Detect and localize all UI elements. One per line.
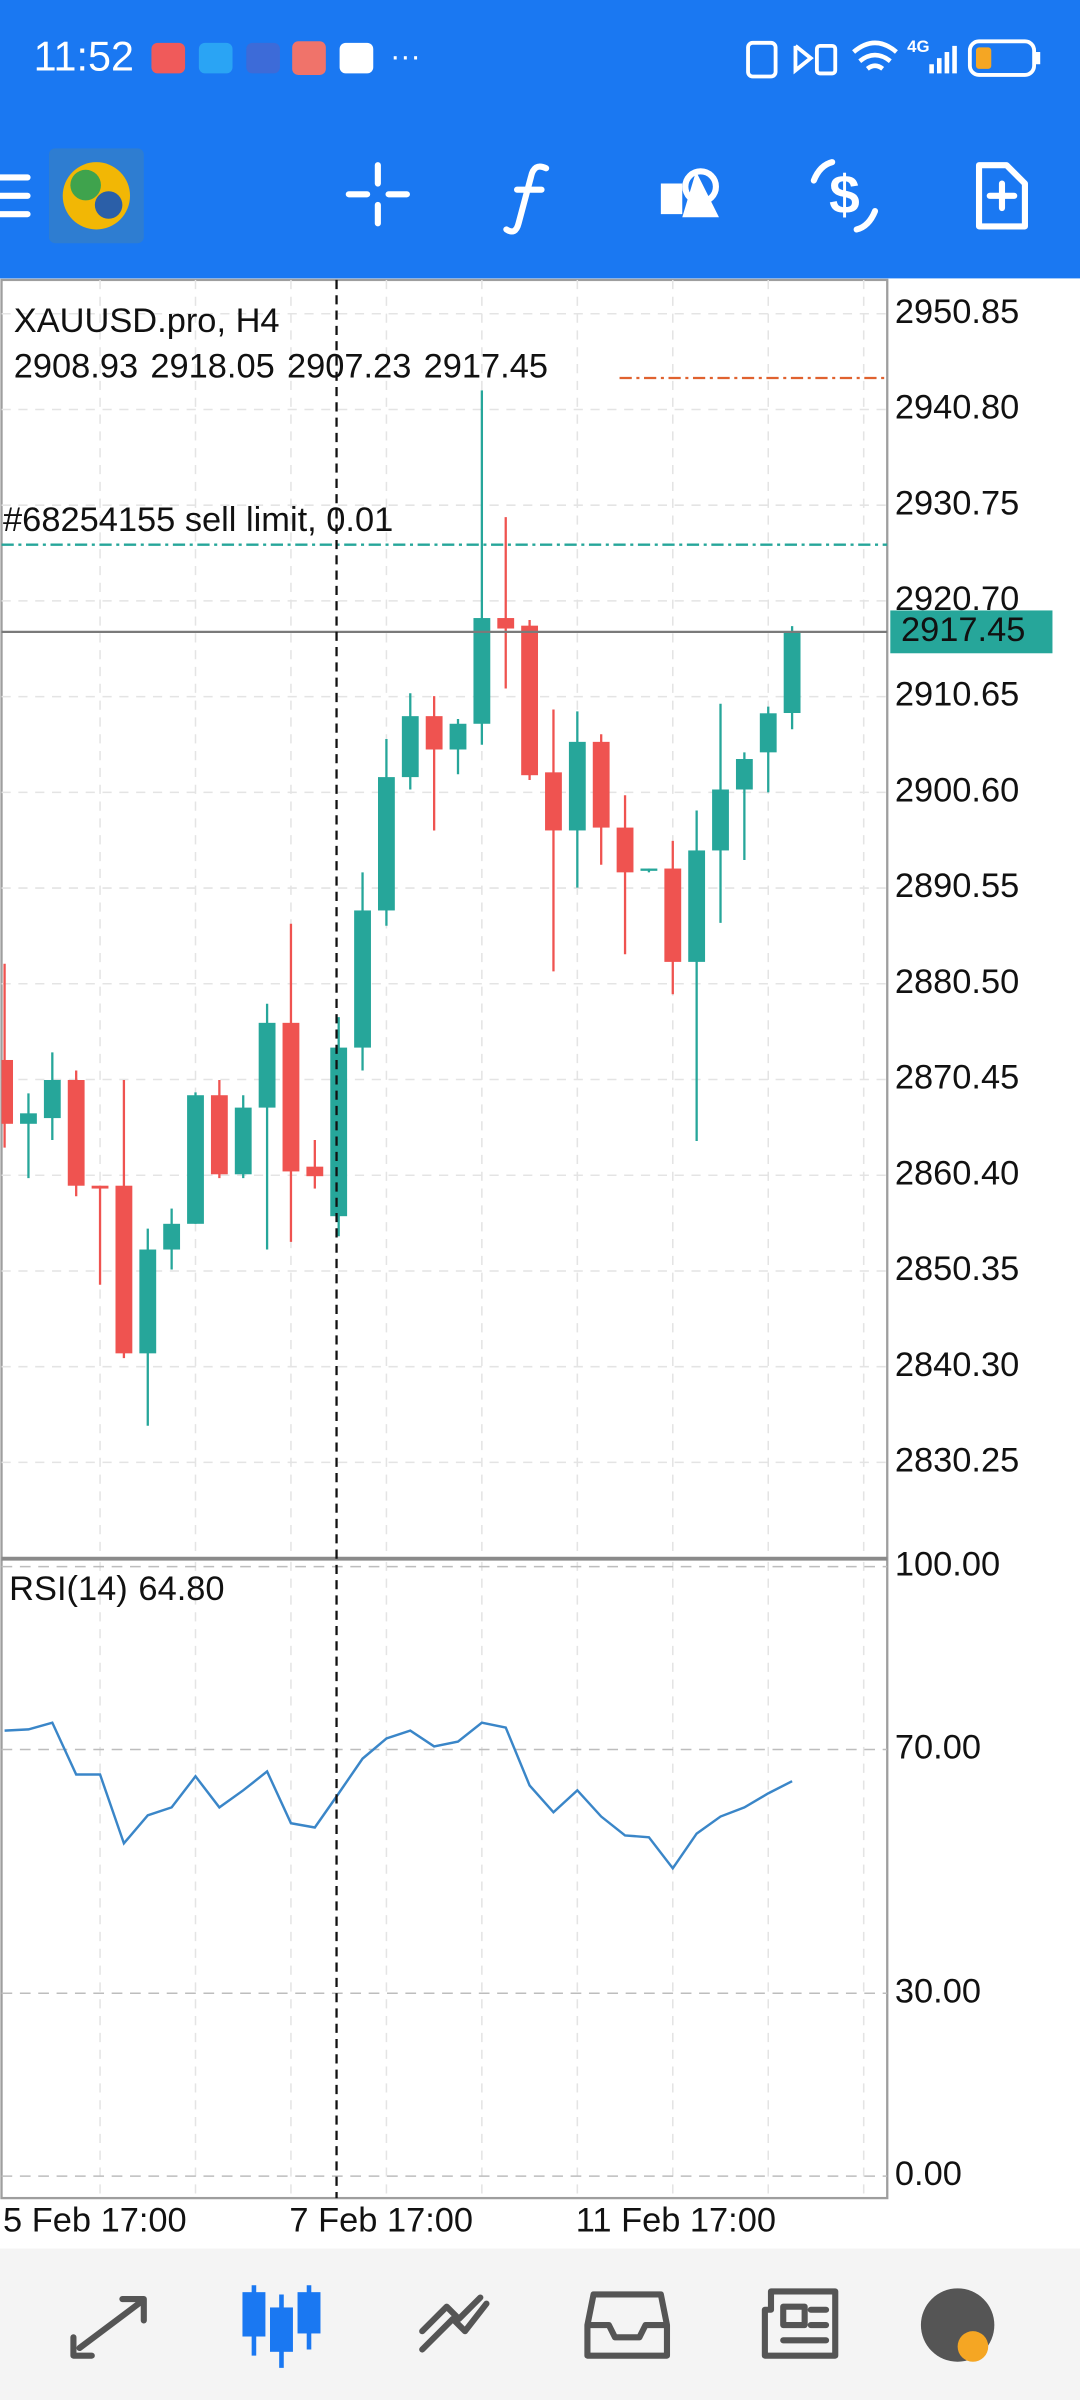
nav-trade[interactable] <box>419 2294 490 2353</box>
y-tick-label: 2910.65 <box>895 676 1019 714</box>
candle-body <box>330 1047 348 1217</box>
nav-chart[interactable] <box>242 2285 321 2368</box>
chart-frame <box>0 278 889 2200</box>
candle-body <box>592 741 610 828</box>
ohlc-close: 2917.45 <box>424 348 548 386</box>
y-tick-label: 2870.45 <box>895 1059 1019 1097</box>
system-icons: 4G <box>746 37 1041 79</box>
y-tick-label: 0.00 <box>895 2155 962 2193</box>
nav-history[interactable] <box>584 2291 671 2359</box>
candle-body <box>163 1223 181 1250</box>
symbol-title: XAUUSD.pro, H4 <box>14 302 280 340</box>
candle-body <box>401 716 419 778</box>
bottom-nav <box>0 2248 1080 2400</box>
candle-body <box>712 789 729 851</box>
candle-body <box>306 1166 324 1177</box>
new-order-button[interactable] <box>975 162 1028 230</box>
price-panel: #68254155 sell limit, 0.01 <box>1 279 888 1558</box>
trade-button[interactable]: $ <box>810 159 879 233</box>
candle-body <box>139 1249 157 1354</box>
candle-body <box>473 618 491 724</box>
network-type: 4G <box>907 37 929 56</box>
candle-body <box>449 723 467 750</box>
x-tick-label: 5 Feb 17:00 <box>3 2202 187 2240</box>
y-tick-label: 2890.55 <box>895 867 1019 905</box>
ohlc-open: 2908.93 <box>14 348 138 386</box>
y-tick-label: 2930.75 <box>895 484 1019 522</box>
candle-body <box>759 713 777 753</box>
menu-button[interactable] <box>0 174 31 218</box>
candle-body <box>497 618 515 629</box>
y-tick-label: 100.00 <box>895 1546 1000 1584</box>
indicator-value: 64.80 <box>138 1570 224 1608</box>
axes: 2950.852940.802930.752920.702910.652900.… <box>3 293 1053 2240</box>
candle-body <box>425 716 443 750</box>
indicator-name: RSI(14) <box>9 1570 128 1608</box>
candle-body <box>43 1079 61 1119</box>
candle-body <box>664 868 682 962</box>
y-tick-label: 2850.35 <box>895 1250 1019 1288</box>
candle-body <box>378 777 395 911</box>
ohlc-readout: 2908.93 2918.05 2907.23 2917.45 <box>14 348 548 386</box>
candle-body <box>187 1095 204 1224</box>
candle-body <box>568 741 586 831</box>
notification-icons: ··· <box>151 39 421 75</box>
candle-body <box>616 827 634 873</box>
x-tick-label: 7 Feb 17:00 <box>289 2202 473 2240</box>
rsi-line <box>4 1721 793 1871</box>
y-tick-label: 2840.30 <box>895 1346 1019 1384</box>
price-badge-label: 2917.45 <box>901 611 1025 649</box>
candle-body <box>210 1095 228 1175</box>
candle-body <box>640 868 658 871</box>
y-tick-label: 2900.60 <box>895 771 1019 809</box>
y-tick-label: 2940.80 <box>895 389 1019 427</box>
app-logo[interactable] <box>48 148 144 244</box>
candle-body <box>91 1185 109 1189</box>
price-badge <box>890 610 1053 654</box>
candle-body <box>282 1022 300 1172</box>
rsi-panel <box>1 1561 888 2199</box>
candle-body <box>258 1022 276 1108</box>
crosshair-button[interactable] <box>345 162 410 227</box>
objects-button[interactable] <box>660 168 719 218</box>
candle-body <box>521 625 539 776</box>
candle-body <box>67 1079 85 1186</box>
y-tick-label: 2880.50 <box>895 963 1019 1001</box>
y-tick-label: 70.00 <box>895 1729 981 1767</box>
nav-profile[interactable] <box>920 2288 995 2362</box>
order-label: #68254155 sell limit, 0.01 <box>3 501 393 539</box>
candle-body <box>545 772 562 831</box>
candle-body <box>115 1185 133 1354</box>
ohlc-high: 2918.05 <box>150 348 274 386</box>
candle-body <box>783 631 801 714</box>
x-tick-label: 11 Feb 17:00 <box>576 2202 776 2240</box>
candle-body <box>1 1059 14 1124</box>
nav-news[interactable] <box>761 2288 839 2359</box>
candle-body <box>688 850 706 962</box>
candle-body <box>354 910 371 1048</box>
svg-text:···: ··· <box>390 39 421 73</box>
y-tick-label: 2950.85 <box>895 293 1019 331</box>
indicator-label: RSI(14) 64.80 <box>9 1570 224 1608</box>
y-tick-label: 30.00 <box>895 1972 981 2010</box>
nav-quotes[interactable] <box>70 2295 147 2359</box>
y-tick-label: 2830.25 <box>895 1441 1019 1479</box>
status-time: 11:52 <box>34 34 134 80</box>
indicators-button[interactable] <box>503 163 550 235</box>
svg-text:$: $ <box>829 163 860 225</box>
ohlc-low: 2907.23 <box>287 348 411 386</box>
candle-body <box>735 759 753 790</box>
y-tick-label: 2860.40 <box>895 1154 1019 1192</box>
candle-body <box>20 1113 37 1124</box>
candle-body <box>234 1107 252 1175</box>
